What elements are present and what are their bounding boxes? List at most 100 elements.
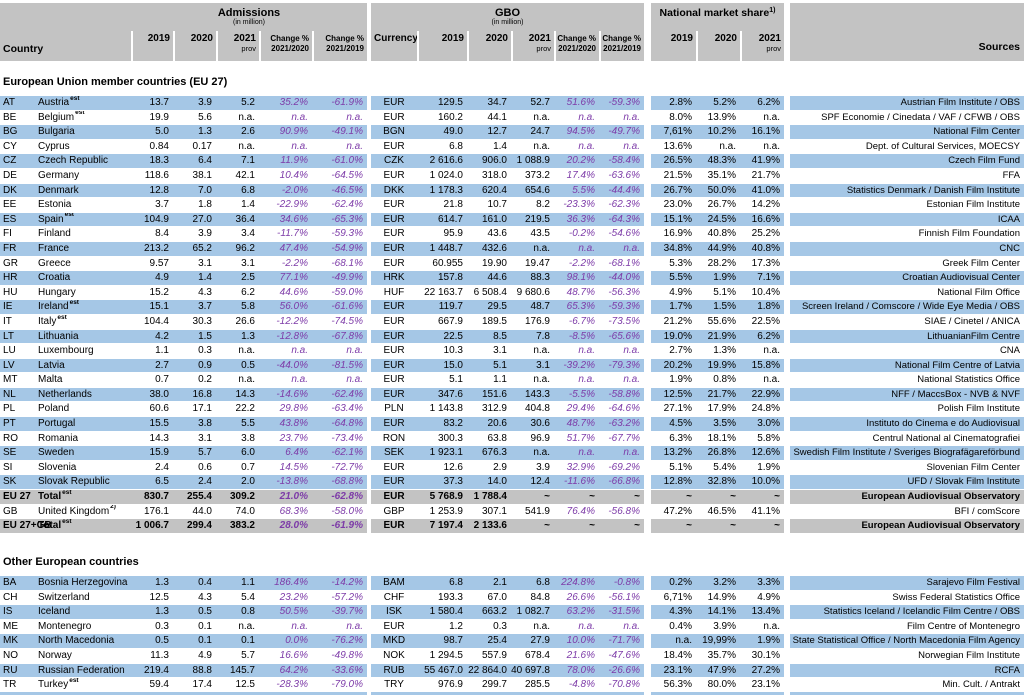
admissions-change-2119-cell: -39.7% — [312, 605, 367, 619]
country-code-cell: EU 27 — [0, 490, 34, 504]
admissions-change-2120-cell: -2.2% — [281, 257, 308, 269]
admissions-2019-cell: 8.4 — [155, 228, 169, 240]
admissions-change-2120-cell: n.a. — [291, 140, 308, 152]
market-share-2020-cell: 21.9% — [696, 329, 740, 344]
column-divider — [34, 605, 36, 619]
admissions-change-2119-cell: -62.4% — [312, 387, 367, 402]
source-cell: RCFA — [790, 663, 1024, 678]
market-share-2021-cell: 3.3% — [740, 576, 784, 590]
table-row: AT Austriaest 13.7 3.9 5.2 35.2% -61.9% EUR 129.… — [0, 95, 1024, 110]
table-row: PL Poland 60.6 17.1 22.2 29.8% -63.4% PLN 1 143.… — [0, 401, 1024, 417]
admissions-2019-cell: 830.7 — [131, 490, 173, 504]
market-share-2021-cell: 1.9% — [757, 461, 780, 473]
admissions-2021-cell: 5.7 — [241, 649, 255, 661]
gbo-change-2120-cell: 10.0% — [554, 634, 599, 648]
admissions-2019-cell: 14.3 — [149, 432, 169, 444]
gbo-2021-cell: 84.8 — [530, 591, 550, 603]
country-name-cell: Hungary — [38, 286, 76, 298]
source-cell: LithuanianFilm Centre — [790, 329, 1024, 344]
gbo-2021-cell: n.a. — [533, 140, 550, 152]
admissions-2019-cell: 38.0 — [131, 387, 173, 402]
block-gap — [784, 256, 790, 271]
column-divider — [34, 314, 36, 329]
currency-cell: EUR — [371, 241, 417, 256]
admissions-2020-cell: 0.4 — [173, 576, 216, 590]
country-code-cell: RU — [0, 663, 34, 678]
gbo-change-2120-cell: -2.2% — [568, 257, 595, 269]
admissions-2020-cell: 1.4 — [173, 271, 216, 285]
table-row: DE Germany 118.6 38.1 42.1 10.4% -64.5% EUR 1 02… — [0, 167, 1024, 183]
section-rows-0: AT Austriaest 13.7 3.9 5.2 35.2% -61.9% EUR 129.… — [0, 95, 1024, 533]
column-divider — [34, 504, 36, 519]
market-share-2021-cell: 15.8% — [740, 358, 784, 373]
gbo-change-2120-cell: 21.6% — [566, 649, 595, 661]
admissions-2021-cell: 5.8 — [216, 300, 259, 314]
gbo-2019-cell: 37.3 — [417, 475, 467, 490]
block-gap — [784, 271, 790, 285]
source-cell: Statistics Denmark / Danish Film Institu… — [790, 183, 1024, 198]
table-row: RU Russian Federation 219.4 88.8 145.7 64.2% -… — [0, 662, 1024, 678]
gbo-2020-cell: 557.9 — [481, 649, 507, 661]
block-gap — [784, 168, 790, 183]
admissions-2021-cell: 74.0 — [235, 505, 255, 517]
currency-cell: RUB — [371, 663, 417, 678]
market-share-2020-cell: 10.2% — [696, 125, 740, 139]
currency-cell: EUR — [383, 140, 405, 152]
table-row: ME Montenegro 0.3 0.1 n.a. n.a. n.a. EUR 1.2 0.3 n… — [0, 618, 1024, 634]
market-share-2020-cell: 3.2% — [696, 576, 740, 590]
block-gap — [784, 358, 790, 373]
market-share-2019-cell: 23.0% — [663, 199, 692, 211]
admissions-2021-cell: 3.1 — [241, 257, 255, 269]
market-share-2021-cell: 12.6% — [740, 446, 784, 460]
gbo-change-2120-cell: n.a. — [578, 111, 595, 123]
block-gap — [784, 431, 790, 446]
gbo-2019-cell: 6.8 — [449, 140, 463, 152]
gbo-2021-cell: ~ — [511, 519, 554, 533]
gbo-2020-cell: 43.6 — [487, 228, 507, 240]
gbo-change-2120-cell: ~ — [554, 490, 599, 504]
column-divider — [34, 227, 36, 241]
gbo-change-2119-cell: n.a. — [623, 111, 640, 123]
admissions-2020-cell: 4.9 — [198, 649, 212, 661]
market-share-2020-cell: 0.8% — [713, 374, 736, 386]
block-gap — [644, 431, 651, 446]
country-code-cell: DE — [3, 169, 17, 181]
market-share-2019-cell: 8.0% — [669, 111, 692, 123]
market-share-2019-cell: 13.2% — [651, 446, 696, 460]
gbo-change-2119-cell: -56.3% — [608, 286, 640, 298]
country-name-cell: Denmark — [36, 183, 131, 198]
column-divider — [34, 373, 36, 387]
country-name-cell: Spainest — [36, 212, 131, 227]
gbo-2020-cell: 0.3 — [493, 620, 507, 632]
block-gap — [784, 314, 790, 329]
gbo-2020-cell: 14.0 — [467, 475, 511, 490]
block-gap — [644, 314, 651, 329]
gbo-2021-cell: 1 082.7 — [511, 605, 554, 619]
gbo-2021-cell: 143.3 — [511, 387, 554, 402]
gbo-2020-cell: 620.4 — [467, 183, 511, 198]
admissions-2020-cell: 4.3 — [198, 286, 212, 298]
block-gap — [644, 212, 651, 227]
block-gap — [784, 576, 790, 590]
block-gap — [367, 663, 371, 678]
source-cell: Polish Film Institute — [937, 403, 1020, 415]
gbo-change-2119-cell: n.a. — [599, 446, 644, 460]
gbo-2021-cell: 3.9 — [536, 461, 550, 473]
admissions-change-2119-cell: -68.8% — [312, 475, 367, 490]
gbo-2019-cell: 129.5 — [417, 96, 467, 110]
gbo-2019-cell: 22 163.7 — [424, 286, 463, 298]
gbo-2021-cell: n.a. — [511, 446, 554, 460]
source-cell: BFI / comScore — [954, 505, 1020, 517]
admissions-title: Admissions (in million) — [131, 8, 367, 27]
table-row: MK North Macedonia 0.5 0.1 0.1 0.0% -76.2% MKD 9… — [0, 633, 1024, 648]
block-gap — [644, 402, 651, 417]
block-gap — [367, 431, 371, 446]
gbo-change-2119-cell: n.a. — [623, 140, 640, 152]
block-gap — [367, 678, 371, 692]
market-share-2020-cell: 3.5% — [696, 417, 740, 431]
gbo-change-2119-cell: -65.6% — [599, 329, 644, 344]
gbo-2021-cell: 30.6 — [511, 417, 554, 431]
country-code-cell: MK — [0, 634, 34, 648]
gbo-2021-cell: n.a. — [533, 111, 550, 123]
market-share-2019-cell: 18.4% — [663, 649, 692, 661]
